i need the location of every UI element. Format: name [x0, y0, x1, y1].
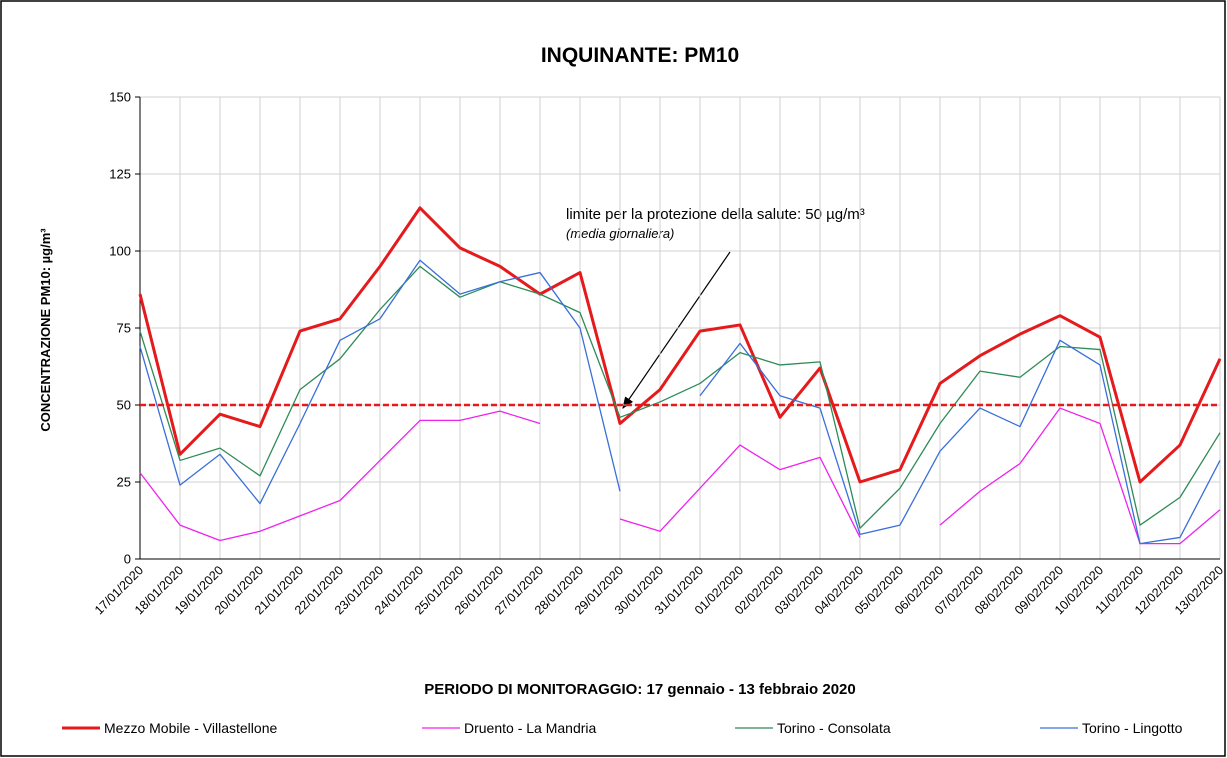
y-tick-label: 100	[109, 244, 131, 259]
y-tick-label: 75	[117, 321, 131, 336]
annotation-arrow	[622, 251, 731, 409]
y-tick-label: 25	[117, 475, 131, 490]
y-tick-label: 150	[109, 90, 131, 105]
annotation: limite per la protezione della salute: 5…	[566, 206, 865, 223]
series-line	[138, 206, 1222, 484]
y-axis-title: CONCENTRAZIONE PM10: µg/m³	[38, 228, 53, 432]
x-axis-title: PERIODO DI MONITORAGGIO: 17 gennaio - 13…	[424, 681, 855, 698]
legend-label: Torino - Lingotto	[1082, 720, 1183, 736]
y-tick-label: 50	[117, 398, 131, 413]
legend-label: Mezzo Mobile - Villastellone	[104, 720, 277, 736]
chart-title: INQUINANTE: PM10	[541, 44, 739, 67]
y-tick-label: 125	[109, 167, 131, 182]
legend-label: Druento - La Mandria	[464, 720, 597, 736]
series-line	[139, 259, 1221, 545]
legend-label: Torino - Consolata	[777, 720, 891, 736]
series-line	[139, 407, 1221, 545]
y-tick-label: 0	[124, 552, 131, 567]
series-line	[139, 265, 1221, 529]
